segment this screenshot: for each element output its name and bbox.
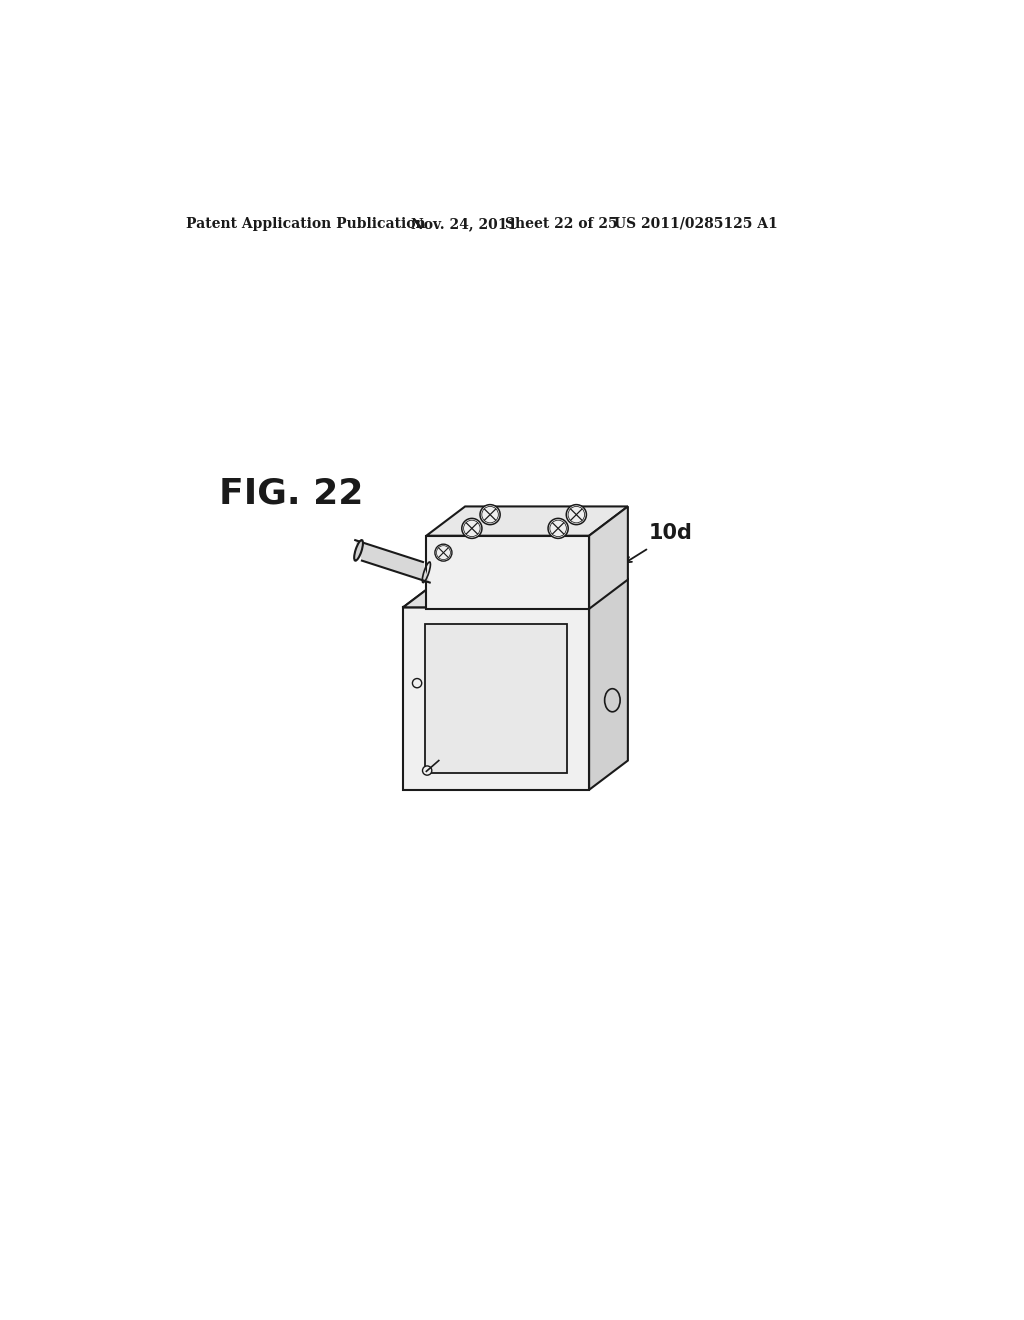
Circle shape bbox=[566, 504, 587, 524]
Circle shape bbox=[550, 520, 566, 537]
Circle shape bbox=[482, 507, 499, 523]
Text: FIG. 22: FIG. 22 bbox=[219, 477, 364, 511]
Text: US 2011/0285125 A1: US 2011/0285125 A1 bbox=[614, 216, 777, 231]
Circle shape bbox=[462, 519, 482, 539]
Polygon shape bbox=[589, 507, 628, 609]
Circle shape bbox=[568, 507, 585, 523]
Circle shape bbox=[464, 520, 480, 537]
Text: 10d: 10d bbox=[649, 524, 692, 544]
Circle shape bbox=[435, 544, 452, 561]
Circle shape bbox=[480, 504, 500, 524]
Circle shape bbox=[423, 766, 432, 775]
Text: Sheet 22 of 25: Sheet 22 of 25 bbox=[506, 216, 618, 231]
Polygon shape bbox=[589, 578, 628, 789]
Circle shape bbox=[436, 545, 451, 560]
Polygon shape bbox=[403, 578, 628, 607]
Ellipse shape bbox=[354, 540, 362, 561]
Circle shape bbox=[413, 678, 422, 688]
Polygon shape bbox=[403, 578, 465, 607]
Polygon shape bbox=[426, 536, 589, 609]
Polygon shape bbox=[355, 540, 430, 582]
Text: Nov. 24, 2011: Nov. 24, 2011 bbox=[411, 216, 517, 231]
Polygon shape bbox=[403, 607, 589, 789]
Ellipse shape bbox=[604, 689, 621, 711]
Text: Patent Application Publication: Patent Application Publication bbox=[186, 216, 426, 231]
Polygon shape bbox=[425, 624, 567, 774]
Polygon shape bbox=[426, 507, 628, 536]
Circle shape bbox=[548, 519, 568, 539]
